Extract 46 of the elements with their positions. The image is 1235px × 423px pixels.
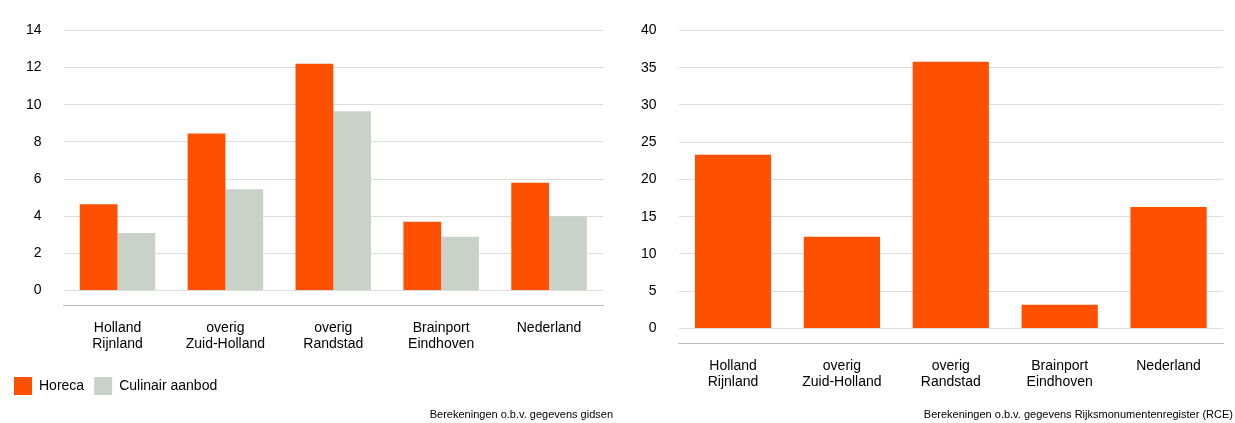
bar bbox=[295, 63, 334, 291]
y-tick-label: 10 bbox=[640, 244, 657, 261]
bar bbox=[912, 61, 989, 328]
bar bbox=[441, 236, 479, 291]
x-tick-label: Nederland bbox=[1136, 356, 1201, 373]
bar bbox=[1021, 304, 1098, 328]
legend-label: Horeca bbox=[39, 376, 85, 393]
y-tick-label: 35 bbox=[640, 58, 657, 75]
x-tick-label: Holland Rijnland bbox=[707, 356, 759, 390]
bar bbox=[187, 133, 226, 291]
x-tick-label: Holland Rijnland bbox=[92, 318, 143, 352]
y-tick-label: 6 bbox=[33, 169, 42, 186]
y-tick-label: 0 bbox=[648, 319, 657, 336]
y-tick-label: 25 bbox=[640, 133, 657, 150]
x-tick-label: overig Zuid-Holland bbox=[802, 356, 882, 390]
bar bbox=[333, 111, 372, 291]
y-tick-label: 40 bbox=[640, 21, 657, 38]
bar bbox=[117, 232, 156, 291]
y-tick-label: 10 bbox=[25, 95, 42, 112]
text: Berekeningen o.b.v. gegevens Rijksmonumentenregister (RCE) bbox=[923, 407, 1233, 420]
y-tick-label: 5 bbox=[648, 282, 657, 299]
legend-label: Culinair aanbod bbox=[119, 376, 218, 393]
bar bbox=[511, 182, 550, 291]
x-tick-label: overig Randstad bbox=[303, 318, 364, 352]
x-tick-label: Brainport Eindhoven bbox=[1026, 356, 1093, 390]
bar bbox=[1130, 207, 1207, 328]
y-tick-label: 2 bbox=[33, 244, 42, 261]
y-tick-label: 4 bbox=[33, 207, 42, 224]
y-tick-label: 8 bbox=[33, 132, 42, 149]
x-tick-label: overig Randstad bbox=[920, 356, 981, 390]
bar bbox=[549, 216, 587, 291]
y-tick-label: 0 bbox=[33, 281, 42, 298]
bar bbox=[79, 204, 118, 291]
bar bbox=[403, 221, 442, 291]
y-tick-label: 20 bbox=[640, 170, 657, 187]
text: Berekeningen o.b.v. gegevens gidsen bbox=[429, 407, 613, 420]
y-tick-label: 15 bbox=[640, 207, 657, 224]
bar bbox=[803, 236, 881, 328]
bar bbox=[225, 189, 264, 291]
x-tick-label: Nederland bbox=[516, 318, 582, 335]
y-tick-label: 30 bbox=[640, 95, 657, 112]
y-tick-label: 14 bbox=[25, 21, 42, 38]
x-tick-label: Brainport Eindhoven bbox=[408, 318, 475, 352]
bar bbox=[694, 154, 772, 328]
y-tick-label: 12 bbox=[25, 58, 42, 75]
x-tick-label: overig Zuid-Holland bbox=[185, 318, 266, 352]
